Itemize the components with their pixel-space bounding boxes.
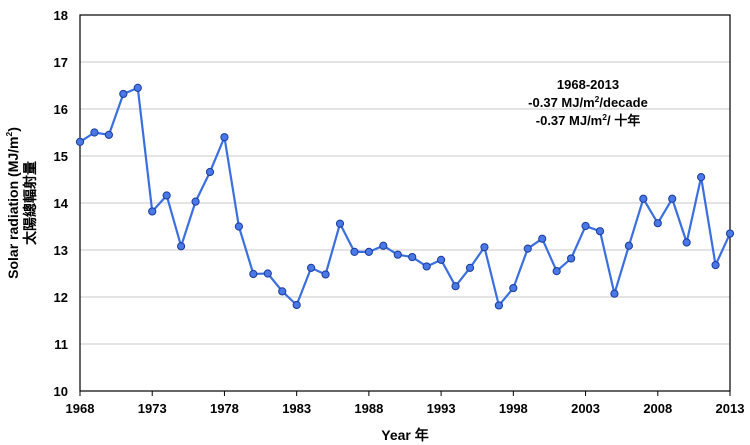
data-point — [393, 250, 402, 259]
x-tick-label: 1988 — [354, 401, 383, 416]
x-axis-ticks: 1968 1973 1978 1983 1988 1993 1998 2003 2008 2013 — [66, 391, 745, 416]
grid-lines — [80, 61, 730, 345]
data-point — [567, 254, 576, 263]
annotation-trend-zh: -0.37 MJ/m2/ 十年 — [536, 112, 640, 128]
data-point — [335, 219, 345, 228]
annotation-period: 1968-2013 — [557, 77, 619, 92]
trend-annotation: 1968-2013 -0.37 MJ/m2/decade -0.37 MJ/m2… — [528, 77, 648, 128]
data-point — [119, 89, 128, 99]
x-tick-label: 1973 — [138, 401, 167, 416]
data-point — [162, 191, 171, 200]
data-point — [465, 263, 475, 272]
data-point — [624, 241, 633, 250]
data-point — [408, 252, 417, 262]
x-tick-label: 1993 — [427, 401, 456, 416]
data-point — [350, 247, 359, 256]
data-point — [682, 238, 691, 247]
data-point — [480, 243, 489, 252]
y-axis-title: Solar radiation (MJ/m2) 太陽總輻射量 — [4, 127, 38, 279]
data-point — [133, 83, 142, 92]
y-tick-label: 13 — [54, 243, 68, 258]
data-point — [711, 260, 720, 270]
data-point — [581, 221, 590, 231]
x-tick-label: 2013 — [716, 401, 745, 416]
data-series — [75, 83, 735, 310]
data-point — [205, 167, 215, 177]
annotation-trend-en: -0.37 MJ/m2/decade — [528, 94, 648, 110]
y-tick-label: 10 — [54, 384, 68, 399]
y-tick-label: 12 — [54, 290, 68, 305]
y-axis-title-zh: 太陽總輻射量 — [22, 161, 38, 245]
data-point — [104, 130, 113, 139]
y-tick-label: 17 — [54, 55, 68, 70]
plot-area-border — [79, 14, 731, 392]
x-tick-label: 1998 — [499, 401, 528, 416]
data-point — [249, 269, 258, 279]
data-point — [668, 194, 677, 203]
data-point — [595, 227, 605, 236]
data-point — [437, 255, 446, 264]
data-point — [451, 282, 460, 291]
data-point — [220, 133, 229, 142]
x-tick-label: 1968 — [66, 401, 95, 416]
y-tick-label: 16 — [54, 102, 68, 117]
data-point — [75, 137, 85, 146]
data-point — [653, 219, 662, 228]
y-axis-ticks: 10 11 12 13 14 15 16 17 18 — [54, 8, 69, 399]
x-tick-label: 2008 — [643, 401, 672, 416]
x-axis-title: Year 年 — [381, 427, 428, 443]
data-point — [191, 197, 200, 206]
data-point — [552, 267, 561, 276]
data-point — [321, 270, 330, 279]
data-point — [307, 263, 316, 272]
data-point — [148, 207, 157, 216]
data-point — [639, 194, 648, 203]
data-point — [177, 242, 186, 251]
data-point — [379, 241, 388, 250]
data-point — [263, 269, 272, 278]
series-line — [79, 86, 731, 307]
y-tick-label: 11 — [54, 337, 68, 352]
data-point — [509, 283, 518, 293]
data-point — [90, 128, 99, 137]
x-tick-label: 1983 — [282, 401, 311, 416]
y-tick-label: 15 — [54, 149, 68, 164]
data-point — [278, 287, 287, 296]
x-tick-label: 1978 — [210, 401, 239, 416]
data-point — [494, 301, 503, 310]
data-point — [422, 262, 431, 271]
y-tick-label: 14 — [54, 196, 69, 211]
x-tick-label: 2003 — [571, 401, 600, 416]
data-point — [234, 222, 243, 231]
y-axis-title-en: Solar radiation (MJ/m2) — [4, 127, 21, 279]
data-point — [538, 234, 547, 243]
data-point — [364, 247, 373, 256]
data-point — [292, 300, 301, 310]
data-point — [725, 229, 735, 238]
y-tick-label: 18 — [54, 8, 68, 23]
data-point — [523, 244, 532, 253]
data-point — [697, 173, 706, 182]
data-point — [610, 289, 619, 298]
